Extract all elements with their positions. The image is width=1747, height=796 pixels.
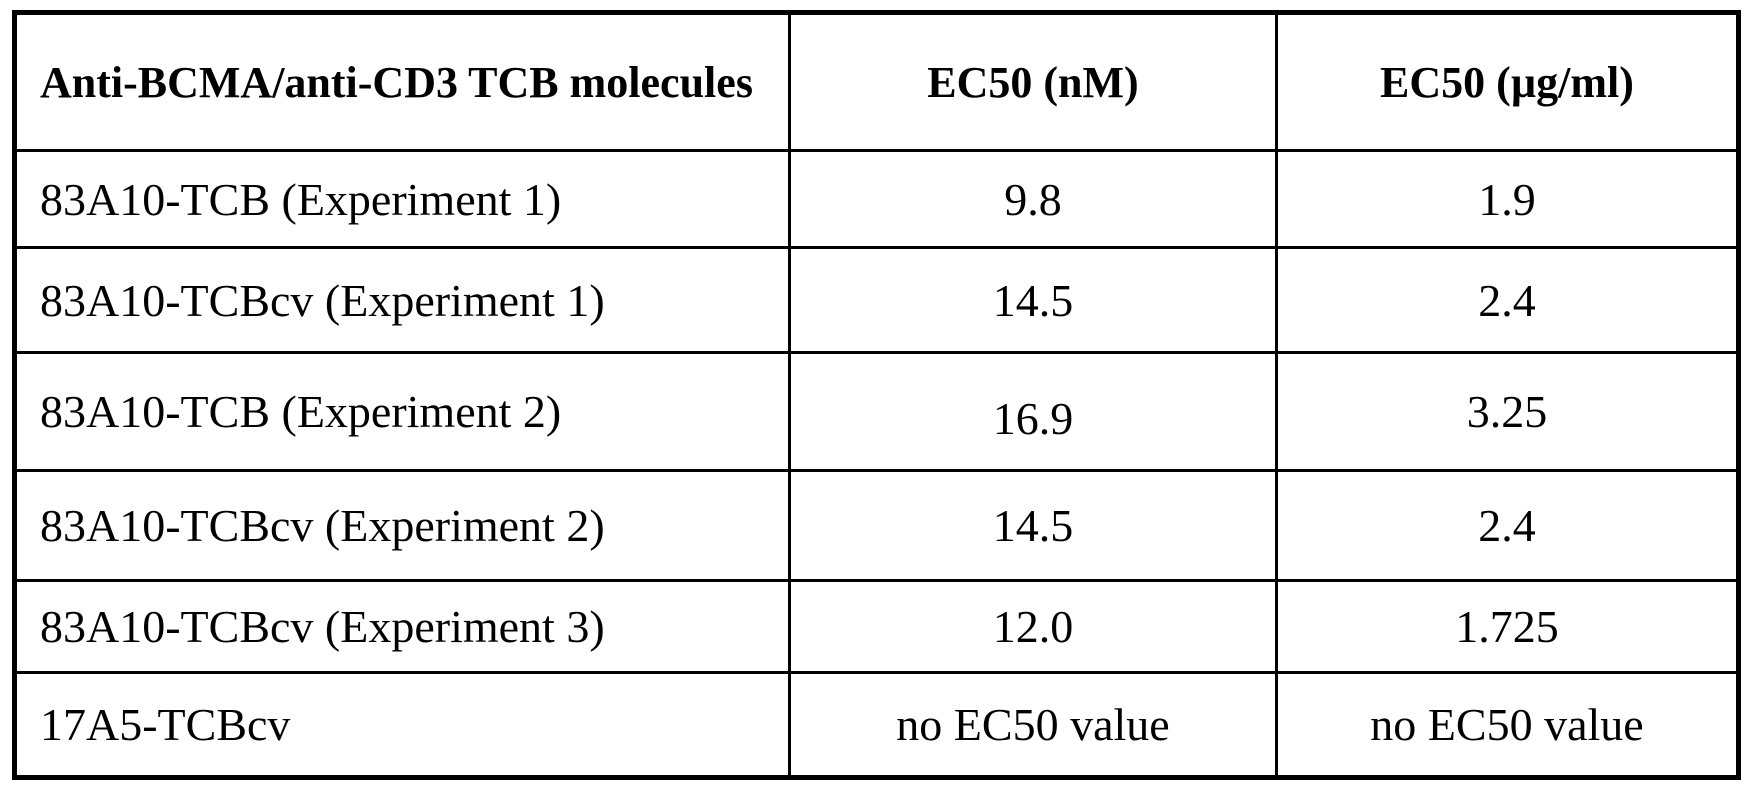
table-row: 83A10-TCB (Experiment 1) 9.8 1.9	[13, 149, 1740, 249]
cell-ec50-nm: 16.9	[788, 351, 1278, 472]
cell-molecule: 83A10-TCB (Experiment 2)	[13, 351, 791, 472]
cell-molecule: 83A10-TCB (Experiment 1)	[13, 149, 791, 249]
cell-ec50-ugml: 1.9	[1275, 149, 1740, 249]
table-row: 83A10-TCBcv (Experiment 2) 14.5 2.4	[13, 469, 1740, 582]
cell-ec50-ugml: 3.25	[1275, 351, 1740, 472]
table-row: 83A10-TCBcv (Experiment 1) 14.5 2.4	[13, 246, 1740, 354]
cell-molecule: 83A10-TCBcv (Experiment 2)	[13, 469, 791, 582]
header-cell-molecules: Anti-BCMA/anti-CD3 TCB molecules	[13, 11, 791, 152]
table-row: 17A5-TCBcv no EC50 value no EC50 value	[13, 671, 1740, 779]
cell-ec50-ugml: no EC50 value	[1275, 671, 1740, 779]
table-row: 83A10-TCBcv (Experiment 3) 12.0 1.725	[13, 579, 1740, 674]
cell-ec50-nm: no EC50 value	[788, 671, 1278, 779]
cell-ec50-nm: 9.8	[788, 149, 1278, 249]
cell-ec50-nm: 14.5	[788, 246, 1278, 354]
ec50-table: Anti-BCMA/anti-CD3 TCB molecules EC50 (n…	[12, 10, 1741, 780]
cell-ec50-ugml: 2.4	[1275, 246, 1740, 354]
cell-molecule: 17A5-TCBcv	[13, 671, 791, 779]
cell-ec50-ugml: 2.4	[1275, 469, 1740, 582]
cell-molecule: 83A10-TCBcv (Experiment 1)	[13, 246, 791, 354]
header-cell-ec50-nm: EC50 (nM)	[788, 11, 1278, 152]
cell-molecule: 83A10-TCBcv (Experiment 3)	[13, 579, 791, 674]
table-row: 83A10-TCB (Experiment 2) 16.9 3.25	[13, 351, 1740, 472]
header-cell-ec50-ugml: EC50 (µg/ml)	[1275, 11, 1740, 152]
table-header-row: Anti-BCMA/anti-CD3 TCB molecules EC50 (n…	[13, 11, 1740, 152]
cell-ec50-nm: 14.5	[788, 469, 1278, 582]
cell-ec50-ugml: 1.725	[1275, 579, 1740, 674]
cell-ec50-nm: 12.0	[788, 579, 1278, 674]
